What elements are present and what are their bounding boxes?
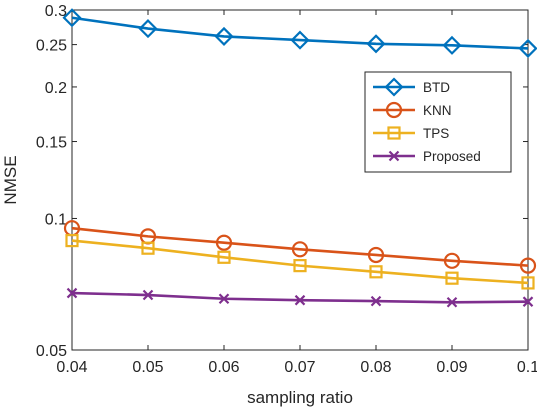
- y-tick-label: 0.3: [45, 3, 67, 20]
- data-point-btd: [518, 38, 537, 58]
- data-point-btd: [290, 30, 310, 50]
- y-tick-label: 0.05: [36, 343, 67, 360]
- data-point-btd: [366, 34, 386, 54]
- data-point-btd: [214, 26, 234, 46]
- x-tick-label: 0.05: [132, 359, 163, 376]
- plot-area: [71, 9, 529, 351]
- series-tps: [65, 233, 535, 290]
- data-point-tps: [369, 265, 383, 279]
- legend-label-knn: KNN: [423, 103, 452, 118]
- data-point-knn: [519, 257, 537, 274]
- series-proposed: [66, 287, 534, 308]
- legend-label-proposed: Proposed: [423, 149, 481, 164]
- series-line-btd: [71, 16, 529, 50]
- x-tick-label: 0.09: [436, 359, 467, 376]
- data-point-proposed: [522, 296, 534, 307]
- data-point-btd: [62, 8, 82, 28]
- x-tick-label: 0.07: [284, 359, 315, 376]
- data-point-knn: [291, 241, 309, 258]
- series-group: [62, 8, 537, 308]
- x-axis-title: sampling ratio: [247, 388, 353, 407]
- series-btd: [62, 8, 537, 58]
- series-line-knn: [71, 226, 529, 267]
- data-point-proposed: [294, 294, 306, 306]
- y-tick-label: 0.2: [45, 80, 67, 97]
- x-tick-label: 0.1: [517, 359, 537, 376]
- data-point-proposed: [446, 296, 458, 308]
- legend-marker-tps: [387, 126, 401, 140]
- series-knn: [63, 220, 537, 274]
- data-point-knn: [443, 252, 461, 269]
- data-point-proposed: [370, 295, 382, 307]
- y-tick-label: 0.15: [36, 135, 67, 152]
- data-point-proposed: [66, 287, 78, 299]
- data-point-knn: [367, 246, 385, 264]
- axes: 0.04 0.05 0.06 0.07 0.08 0.09 0.10.050.10.150.…: [36, 3, 537, 376]
- y-axis-title: NMSE: [1, 155, 20, 204]
- legend-label-tps: TPS: [423, 126, 449, 141]
- x-tick-label: 0.06: [208, 359, 239, 376]
- data-point-tps: [65, 233, 79, 248]
- data-point-btd: [442, 35, 462, 55]
- legend-label-btd: BTD: [423, 80, 450, 95]
- data-point-btd: [138, 19, 158, 39]
- legend-marker-knn: [385, 101, 403, 119]
- data-point-tps: [217, 250, 231, 264]
- data-point-proposed: [142, 289, 154, 301]
- x-tick-label: 0.08: [360, 359, 391, 376]
- data-point-tps: [293, 259, 307, 273]
- legend: BTD KNN TPS Proposed: [364, 71, 512, 173]
- y-tick-label: 0.1: [45, 211, 67, 228]
- y-tick-label: 0.25: [36, 38, 67, 55]
- data-point-tps: [445, 271, 459, 285]
- legend-marker-btd: [384, 77, 404, 97]
- x-tick-label: 0.04: [56, 359, 87, 376]
- data-point-proposed: [218, 293, 230, 305]
- data-point-knn: [215, 234, 233, 251]
- data-point-tps: [141, 241, 155, 255]
- data-point-tps: [521, 276, 535, 290]
- legend-marker-proposed: [388, 150, 400, 162]
- series-line-tps: [71, 239, 529, 285]
